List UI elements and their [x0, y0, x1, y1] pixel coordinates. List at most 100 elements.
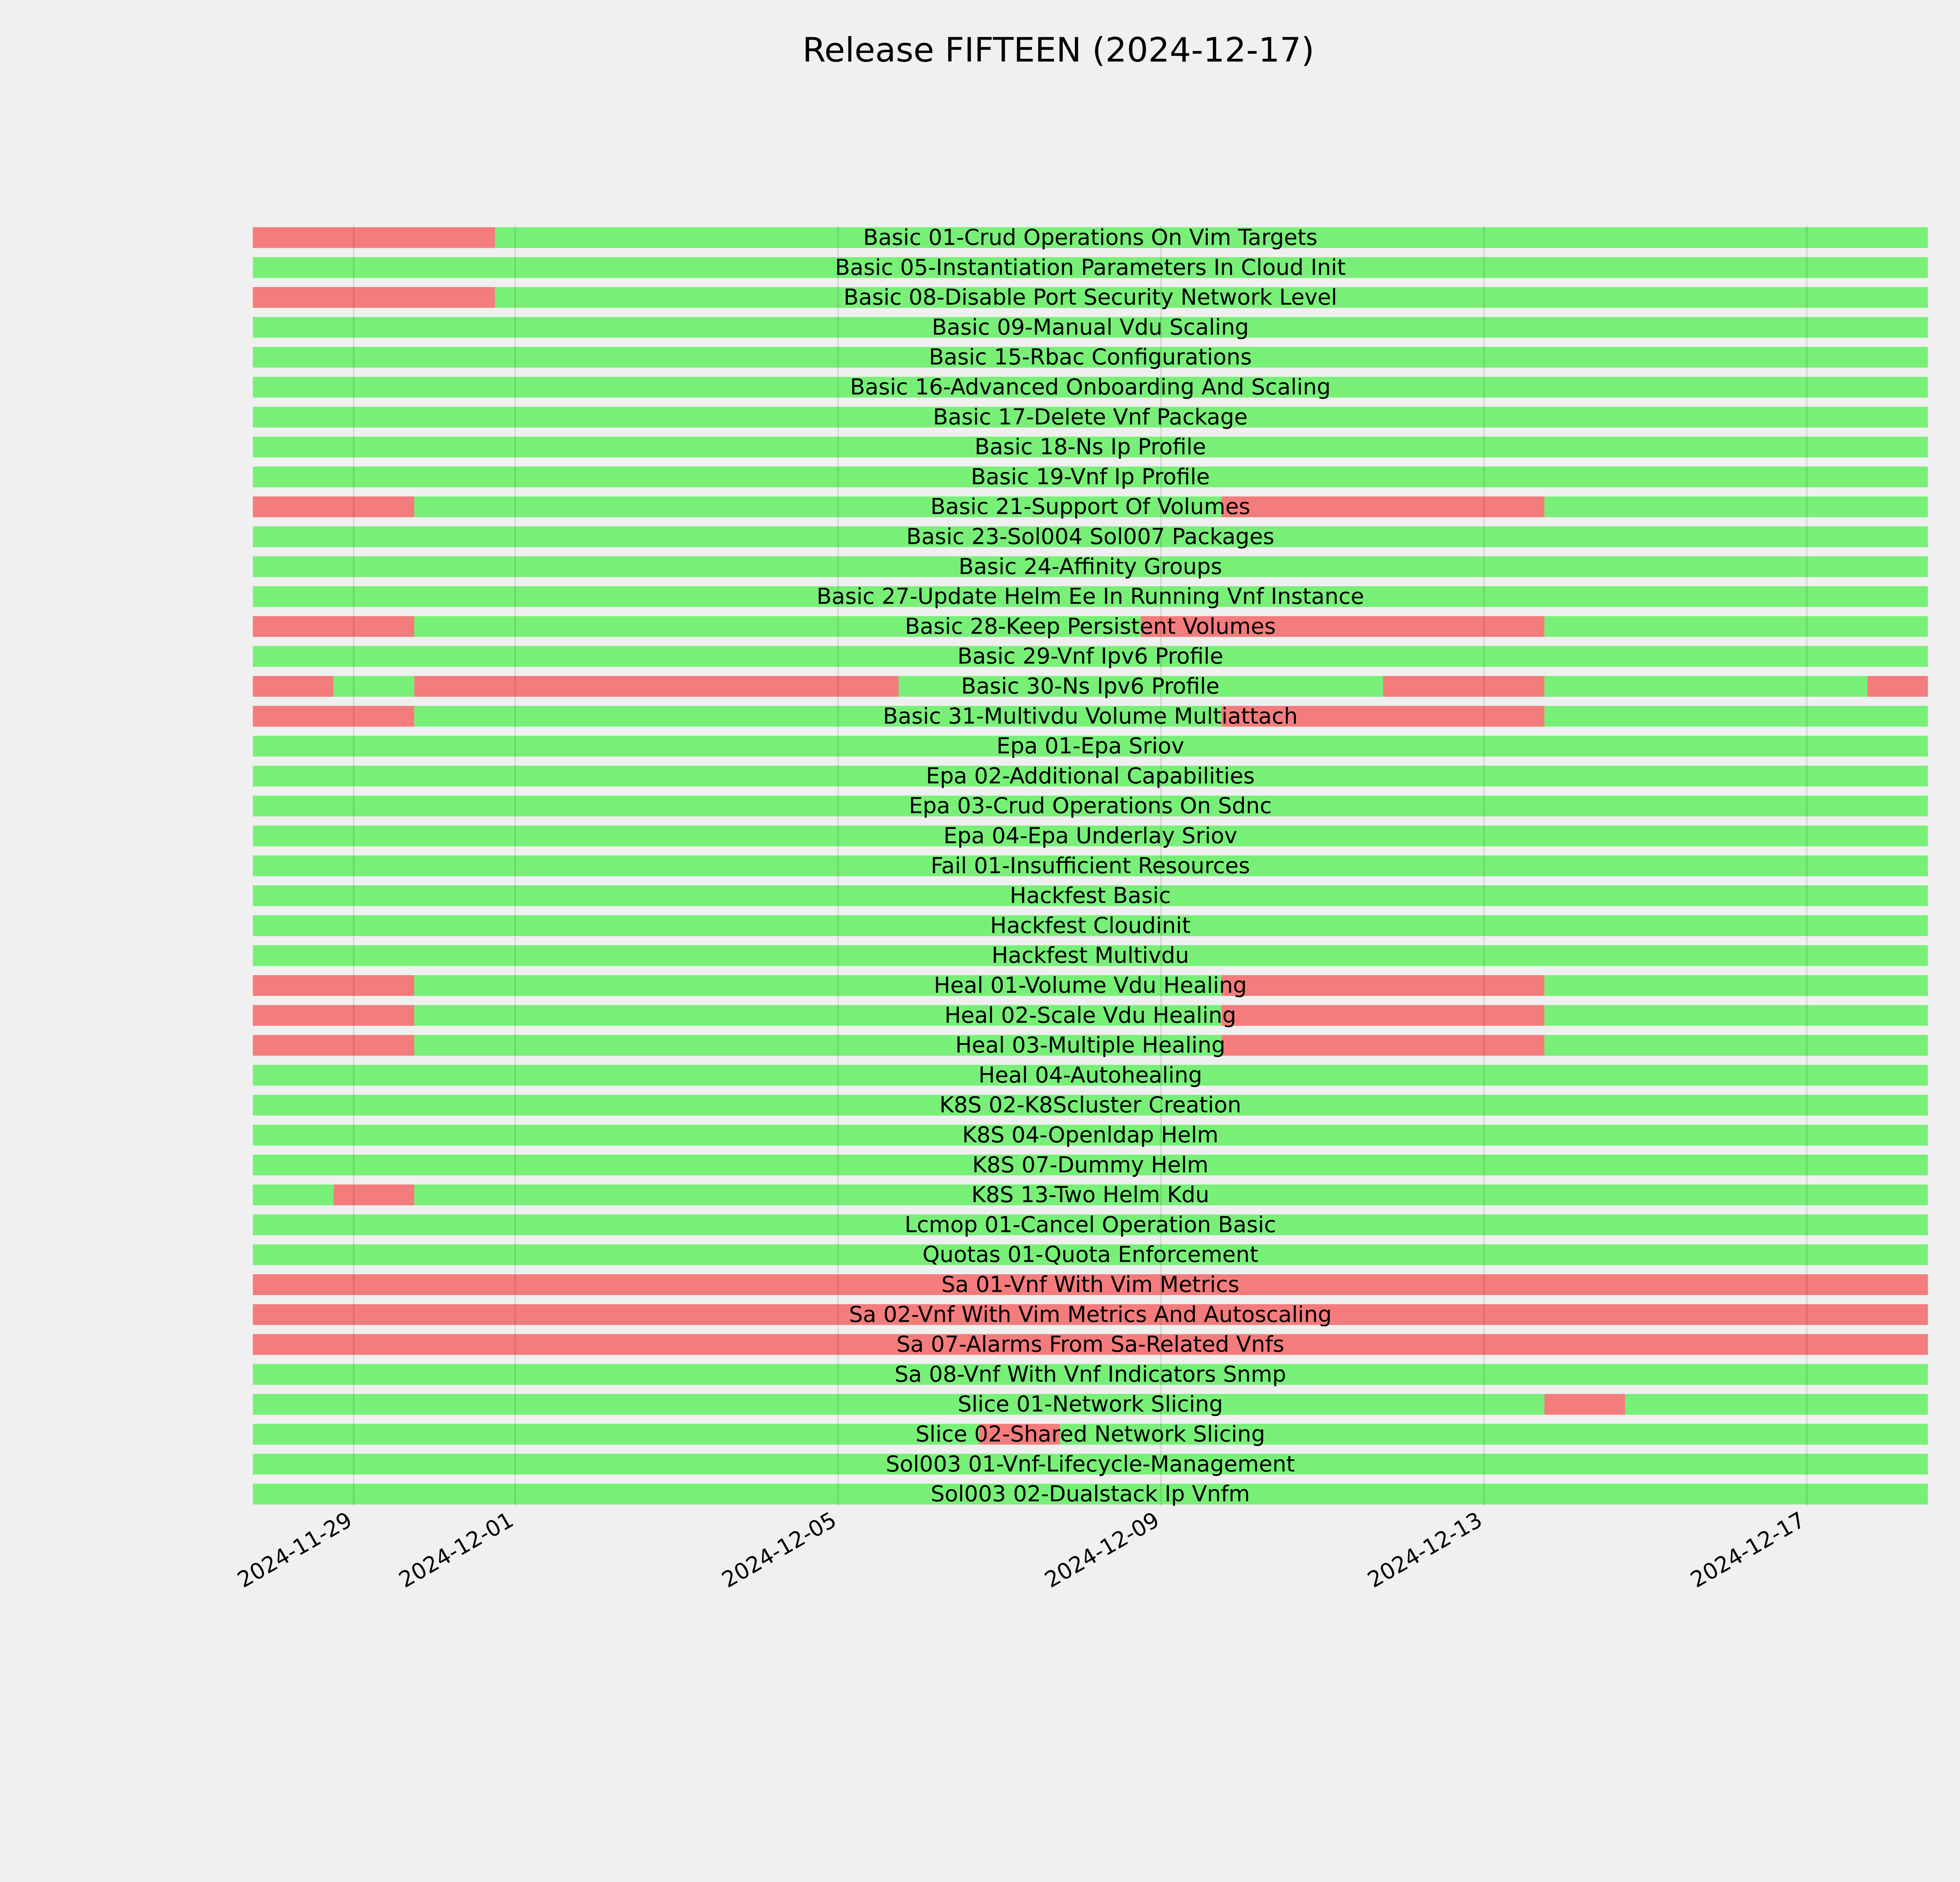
status-bar-pass: [253, 1424, 980, 1445]
status-bar-fail: [1141, 616, 1544, 637]
test-row-label: Basic 28-Keep Persistent Volumes: [905, 614, 1276, 639]
test-row-label: Basic 29-Vnf Ipv6 Profile: [957, 644, 1223, 669]
x-tick-label: 2024-11-29: [233, 1507, 356, 1593]
status-bar-pass: [253, 915, 1928, 936]
status-bar-pass: [253, 1214, 1928, 1235]
status-bar-fail: [253, 1005, 414, 1026]
status-bar-fail: [253, 975, 414, 996]
status-bar-pass: [414, 496, 1222, 518]
status-bar-pass: [1544, 975, 1928, 996]
test-row-label: Sa 07-Alarms From Sa-Related Vnfs: [897, 1332, 1284, 1357]
test-row-label: Sa 08-Vnf With Vnf Indicators Snmp: [895, 1362, 1286, 1387]
status-bar-pass: [253, 825, 1928, 847]
test-row-label: Basic 05-Instantiation Parameters In Clo…: [835, 255, 1346, 280]
status-bar-pass: [253, 436, 1928, 458]
status-bar-pass: [898, 676, 1383, 697]
test-row-label: Epa 02-Additional Capabilities: [926, 763, 1255, 789]
status-bar-pass: [333, 676, 414, 697]
status-bar-fail: [1544, 1394, 1625, 1415]
test-row-label: Epa 01-Epa Sriov: [996, 734, 1184, 759]
status-bar-pass: [253, 765, 1928, 787]
status-bar-pass: [1544, 616, 1928, 637]
status-bar-fail: [253, 676, 334, 697]
status-bar-pass: [1544, 676, 1867, 697]
x-tick-label: 2024-12-01: [395, 1507, 518, 1593]
status-bar-pass: [253, 1095, 1928, 1116]
status-bar-pass: [253, 1484, 1928, 1505]
test-row-label: Basic 23-Sol004 Sol007 Packages: [906, 524, 1274, 550]
test-row-label: Basic 09-Manual Vdu Scaling: [932, 314, 1249, 340]
test-row-label: Hackfest Multivdu: [992, 943, 1189, 968]
test-row-label: Slice 01-Network Slicing: [958, 1392, 1223, 1417]
test-row-label: Basic 01-Crud Operations On Vim Targets: [863, 225, 1318, 251]
test-row-label: Epa 04-Epa Underlay Sriov: [944, 823, 1237, 849]
test-row-label: Slice 02-Shared Network Slicing: [916, 1422, 1265, 1447]
status-bar-fail: [1221, 975, 1544, 996]
test-row-label: K8S 07-Dummy Helm: [972, 1152, 1209, 1178]
status-bar-fail: [979, 1424, 1060, 1445]
test-row-label: Sa 02-Vnf With Vim Metrics And Autoscali…: [849, 1302, 1332, 1327]
status-bar-pass: [253, 526, 1928, 547]
status-bar-pass: [253, 1394, 1544, 1415]
status-bar-pass: [495, 287, 1928, 308]
status-bar-pass: [253, 885, 1928, 906]
test-row-label: Basic 15-Rbac Configurations: [929, 345, 1252, 370]
test-row-label: Hackfest Cloudinit: [990, 913, 1191, 938]
status-bar-pass: [253, 736, 1928, 757]
status-bar-pass: [1544, 1005, 1928, 1026]
test-row-label: Basic 08-Disable Port Security Network L…: [844, 285, 1337, 310]
test-row-label: Basic 31-Multivdu Volume Multiattach: [883, 703, 1298, 729]
status-bar-fail: [1221, 706, 1544, 727]
test-row-label: K8S 02-K8Scluster Creation: [939, 1092, 1241, 1118]
status-bar-pass: [253, 945, 1928, 966]
status-bar-pass: [1625, 1394, 1928, 1415]
status-bar-fail: [1221, 1035, 1544, 1056]
test-row-label: Heal 03-Multiple Healing: [955, 1033, 1225, 1058]
status-bar-pass: [253, 377, 1928, 398]
test-row-label: Sa 01-Vnf With Vim Metrics: [941, 1272, 1239, 1297]
status-bar-pass: [414, 1005, 1222, 1026]
status-bar-pass: [253, 1154, 1928, 1175]
status-bar-pass: [1060, 1424, 1928, 1445]
x-tick-label: 2024-12-05: [718, 1507, 841, 1593]
x-tick-label: 2024-12-13: [1363, 1507, 1486, 1593]
test-row-label: Sol003 01-Vnf-Lifecycle-Management: [886, 1451, 1295, 1477]
test-row-label: Basic 17-Delete Vnf Package: [933, 404, 1248, 430]
status-bar-pass: [253, 407, 1928, 428]
status-bar-pass: [253, 1244, 1928, 1265]
status-bar-fail: [1867, 676, 1928, 697]
status-bar-pass: [253, 347, 1928, 368]
status-bar-pass: [1544, 706, 1928, 727]
status-bar-fail: [253, 616, 414, 637]
status-bar-fail: [1221, 1005, 1544, 1026]
status-bar-pass: [414, 1035, 1222, 1056]
status-bar-fail: [253, 1035, 414, 1056]
status-bar-pass: [414, 616, 1141, 637]
status-bar-fail: [253, 287, 495, 308]
status-bar-pass: [1544, 496, 1928, 518]
status-bar-pass: [253, 1124, 1928, 1146]
status-bar-fail: [253, 706, 414, 727]
status-bar-fail: [253, 1274, 1928, 1295]
x-tick-label: 2024-12-09: [1040, 1507, 1163, 1593]
test-row-label: Epa 03-Crud Operations On Sdnc: [909, 793, 1272, 819]
status-bar-pass: [253, 1065, 1928, 1086]
status-bar-pass: [414, 1184, 1928, 1206]
test-row-label: Fail 01-Insufficient Resources: [931, 853, 1250, 879]
test-row-label: Heal 04-Autohealing: [978, 1063, 1202, 1088]
status-bar-pass: [253, 796, 1928, 817]
test-row-label: Basic 18-Ns Ip Profile: [975, 434, 1206, 460]
test-row-label: Sol003 02-Dualstack Ip Vnfm: [931, 1481, 1250, 1507]
status-bar-fail: [1221, 496, 1544, 518]
status-bar-fail: [253, 227, 495, 248]
status-bar-pass: [253, 855, 1928, 876]
chart-title: Release FIFTEEN (2024-12-17): [802, 31, 1314, 70]
status-bar-pass: [253, 466, 1928, 487]
test-row-label: Basic 24-Affinity Groups: [958, 554, 1222, 579]
status-bar-pass: [253, 1184, 334, 1206]
status-bar-fail: [1383, 676, 1544, 697]
test-row-label: Heal 02-Scale Vdu Healing: [944, 1003, 1236, 1028]
test-row-label: Basic 27-Update Helm Ee In Running Vnf I…: [817, 584, 1364, 609]
